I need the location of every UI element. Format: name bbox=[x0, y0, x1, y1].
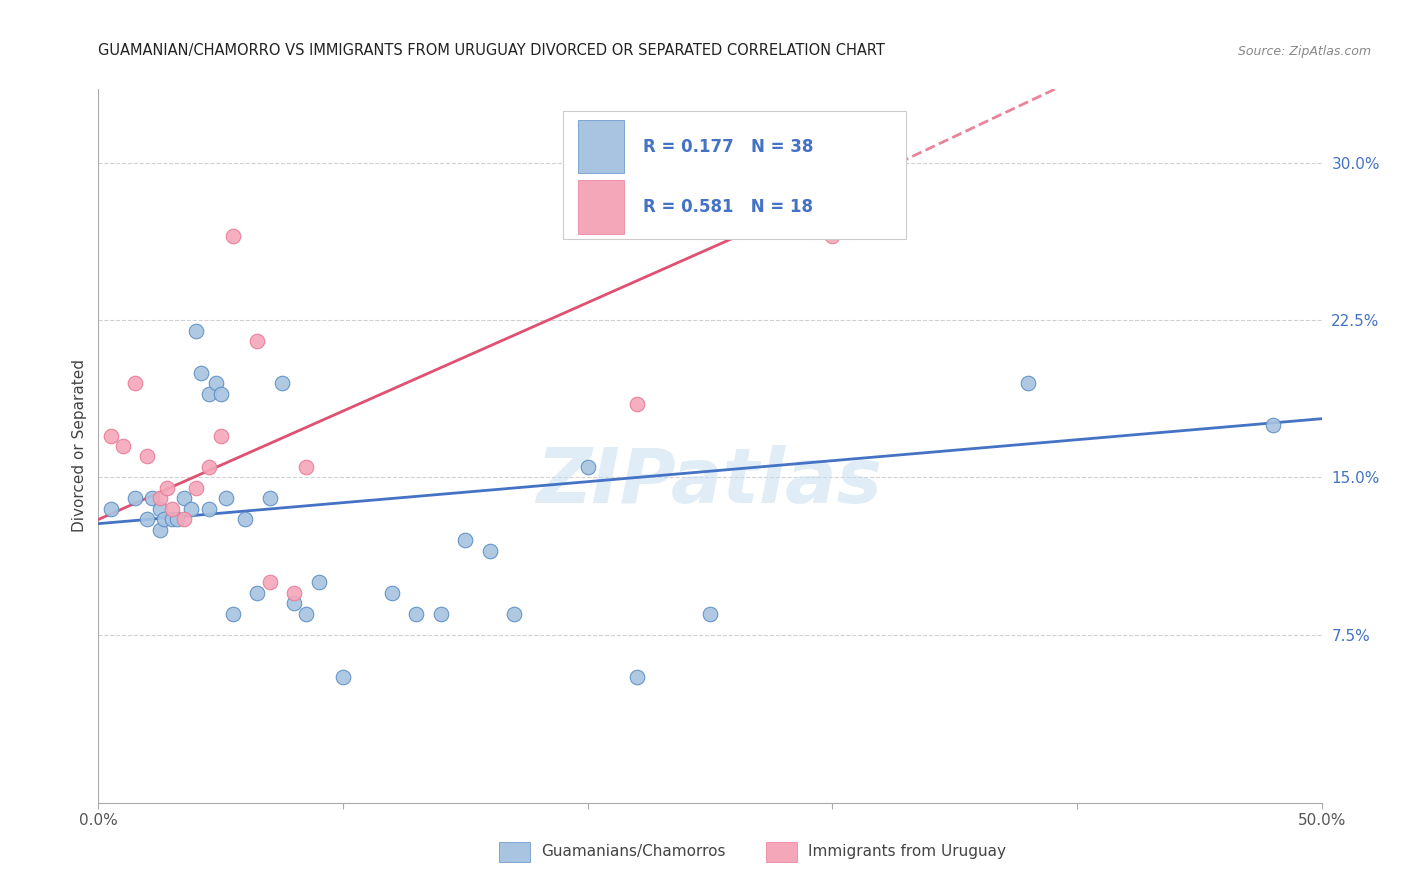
Point bbox=[190, 366, 212, 380]
Point bbox=[214, 491, 236, 506]
Point bbox=[246, 586, 269, 600]
Y-axis label: Divorced or Separated: Divorced or Separated bbox=[72, 359, 87, 533]
Point bbox=[283, 586, 305, 600]
Point bbox=[222, 229, 245, 244]
Point bbox=[821, 229, 844, 244]
Point bbox=[100, 428, 122, 442]
Point bbox=[332, 670, 354, 684]
Text: GUAMANIAN/CHAMORRO VS IMMIGRANTS FROM URUGUAY DIVORCED OR SEPARATED CORRELATION : GUAMANIAN/CHAMORRO VS IMMIGRANTS FROM UR… bbox=[98, 43, 886, 58]
Point bbox=[259, 575, 281, 590]
Text: Source: ZipAtlas.com: Source: ZipAtlas.com bbox=[1237, 45, 1371, 58]
Point bbox=[186, 324, 208, 338]
Point bbox=[626, 397, 648, 411]
Bar bbox=[578, 120, 624, 173]
Point bbox=[153, 512, 176, 526]
Point bbox=[576, 460, 599, 475]
Text: Immigrants from Uruguay: Immigrants from Uruguay bbox=[808, 845, 1007, 859]
FancyBboxPatch shape bbox=[564, 111, 905, 239]
Point bbox=[295, 460, 318, 475]
Point bbox=[205, 376, 228, 390]
Point bbox=[124, 376, 146, 390]
Point bbox=[160, 502, 183, 516]
Point bbox=[270, 376, 294, 390]
Point bbox=[478, 544, 501, 558]
Point bbox=[173, 491, 195, 506]
Point bbox=[173, 512, 195, 526]
Point bbox=[166, 512, 188, 526]
Point bbox=[180, 502, 202, 516]
Point bbox=[186, 481, 208, 495]
Text: R = 0.177   N = 38: R = 0.177 N = 38 bbox=[643, 137, 813, 155]
Point bbox=[626, 670, 648, 684]
Point bbox=[308, 575, 330, 590]
Point bbox=[100, 502, 122, 516]
Point bbox=[454, 533, 477, 548]
Point bbox=[160, 512, 183, 526]
Point bbox=[699, 607, 721, 621]
Text: Guamanians/Chamorros: Guamanians/Chamorros bbox=[541, 845, 725, 859]
Point bbox=[222, 607, 245, 621]
Point bbox=[295, 607, 318, 621]
Bar bbox=[578, 180, 624, 234]
Point bbox=[405, 607, 427, 621]
Point bbox=[246, 334, 269, 348]
Point bbox=[197, 460, 219, 475]
Point bbox=[381, 586, 404, 600]
Point bbox=[149, 523, 172, 537]
Point bbox=[233, 512, 256, 526]
Point bbox=[124, 491, 146, 506]
Point bbox=[149, 491, 172, 506]
Point bbox=[197, 386, 219, 401]
Point bbox=[1017, 376, 1039, 390]
Point bbox=[259, 491, 281, 506]
Point bbox=[149, 502, 172, 516]
Point bbox=[136, 512, 159, 526]
Point bbox=[503, 607, 526, 621]
Point bbox=[197, 502, 219, 516]
Point bbox=[156, 481, 179, 495]
Text: R = 0.581   N = 18: R = 0.581 N = 18 bbox=[643, 198, 813, 216]
Point bbox=[283, 596, 305, 610]
Point bbox=[1261, 417, 1284, 432]
Point bbox=[111, 439, 134, 453]
Point bbox=[209, 386, 232, 401]
Point bbox=[136, 450, 159, 464]
Point bbox=[141, 491, 163, 506]
Point bbox=[430, 607, 453, 621]
Text: ZIPatlas: ZIPatlas bbox=[537, 445, 883, 518]
Point bbox=[209, 428, 232, 442]
